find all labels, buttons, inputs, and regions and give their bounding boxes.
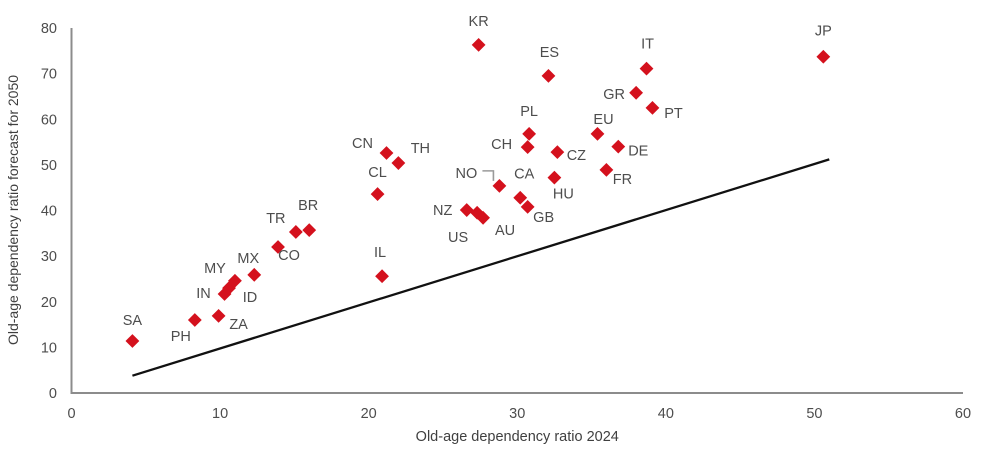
scatter-point-CZ <box>550 145 565 159</box>
scatter-point-EU <box>590 126 605 141</box>
point-label-PH: PH <box>171 329 191 345</box>
point-label-NO: NO <box>456 166 478 182</box>
scatter-point-CA <box>513 190 528 205</box>
point-label-ZA: ZA <box>229 317 248 333</box>
point-label-CA: CA <box>514 167 534 183</box>
y-tick-label-60: 60 <box>41 112 57 128</box>
scatter-point-PL <box>522 126 537 141</box>
y-axis-title: Old-age dependency ratio forecast for 20… <box>5 75 21 345</box>
point-label-CL: CL <box>368 165 387 181</box>
point-label-CO: CO <box>278 248 300 264</box>
point-label-BR: BR <box>298 198 318 214</box>
y-tick-label-70: 70 <box>41 67 57 83</box>
point-label-FR: FR <box>613 172 632 188</box>
point-label-KR: KR <box>469 14 489 30</box>
scatter-point-JP <box>816 49 831 64</box>
point-label-MY: MY <box>204 261 226 277</box>
y-tick-label-80: 80 <box>41 21 57 37</box>
point-label-ES: ES <box>540 45 559 61</box>
scatter-point-AU <box>476 210 490 225</box>
point-label-HU: HU <box>553 187 574 203</box>
point-label-GB: GB <box>533 210 554 226</box>
y-tick-label-10: 10 <box>41 340 57 356</box>
scatter-point-TR <box>288 225 303 239</box>
scatter-point-PT <box>645 100 660 115</box>
y-tick-label-20: 20 <box>41 295 57 311</box>
scatter-point-ES <box>541 69 556 83</box>
point-label-GR: GR <box>603 87 625 103</box>
scatter-point-TH <box>391 156 406 170</box>
x-tick-label-20: 20 <box>361 406 377 422</box>
point-label-IL: IL <box>374 245 386 261</box>
point-label-CH: CH <box>491 137 512 153</box>
scatter-point-NO <box>492 178 507 193</box>
scatter-point-HU <box>547 170 562 185</box>
identity-reference-line <box>132 158 830 377</box>
scatter-point-SA <box>125 334 140 348</box>
x-axis-title: Old-age dependency ratio 2024 <box>416 429 619 445</box>
point-label-CN: CN <box>352 136 373 152</box>
scatter-point-FR <box>599 162 614 177</box>
point-label-PL: PL <box>520 104 538 120</box>
point-label-PT: PT <box>664 106 683 122</box>
y-tick-label-40: 40 <box>41 204 57 220</box>
scatter-point-DE <box>611 139 626 154</box>
scatter-point-CL <box>370 187 385 201</box>
x-tick-label-50: 50 <box>806 406 822 422</box>
point-label-NZ: NZ <box>433 203 452 219</box>
scatter-point-KR <box>471 37 486 52</box>
point-label-ID: ID <box>243 290 258 306</box>
y-tick-label-0: 0 <box>49 386 57 402</box>
scatter-point-PH <box>187 313 202 327</box>
scatter-point-IL <box>375 269 389 284</box>
scatter-point-MX <box>247 267 262 282</box>
scatter-point-ID <box>222 281 236 295</box>
point-label-DE: DE <box>628 144 648 160</box>
point-label-AU: AU <box>495 223 515 239</box>
point-label-TH: TH <box>411 141 430 157</box>
y-tick-label-30: 30 <box>41 249 57 265</box>
label-leader-line-NO <box>482 170 495 181</box>
point-label-TR: TR <box>266 211 285 227</box>
scatter-point-MY <box>228 273 242 288</box>
scatter-point-IT <box>639 61 654 76</box>
point-label-IT: IT <box>641 37 654 53</box>
point-label-SA: SA <box>123 313 143 329</box>
scatter-point-NZ <box>459 203 474 217</box>
scatter-point-CH <box>520 140 535 154</box>
point-label-EU: EU <box>593 112 613 128</box>
scatter-point-CN <box>379 146 394 160</box>
x-tick-label-30: 30 <box>509 406 525 422</box>
x-tick-label-60: 60 <box>955 406 971 422</box>
scatter-point-GR <box>629 85 644 100</box>
scatter-point-US <box>470 205 485 220</box>
scatter-point-CO <box>271 240 285 254</box>
scatter-point-GB <box>520 199 535 214</box>
point-label-JP: JP <box>815 24 832 40</box>
point-label-US: US <box>448 230 468 246</box>
y-tick-label-50: 50 <box>41 158 57 174</box>
x-tick-label-0: 0 <box>67 406 75 422</box>
point-label-MX: MX <box>237 251 259 267</box>
scatter-point-ZA <box>211 308 226 323</box>
point-label-IN: IN <box>196 286 211 302</box>
x-tick-label-40: 40 <box>658 406 674 422</box>
scatter-point-BR <box>302 223 317 238</box>
x-tick-label-10: 10 <box>212 406 228 422</box>
point-label-CZ: CZ <box>567 148 586 164</box>
